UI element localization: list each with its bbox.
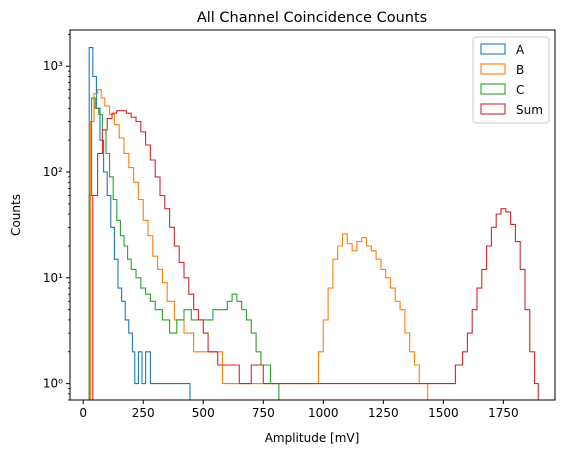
series-c-line	[88, 97, 280, 400]
chart-title: All Channel Coincidence Counts	[197, 10, 427, 26]
y-axis: 10⁰ 10¹ 10² 10³	[43, 33, 70, 401]
x-tick-label: 1000	[308, 406, 339, 420]
legend-label-a: A	[516, 43, 525, 57]
legend-label-b: B	[516, 63, 524, 77]
x-axis: 0 250 500 750 1000 1250 1500 1750	[79, 400, 519, 420]
legend: ABC Sum	[472, 36, 550, 124]
x-tick-label: 750	[252, 406, 275, 420]
x-axis-label: Amplitude [mV]	[265, 431, 360, 445]
legend-label-c: C	[516, 83, 524, 97]
legend-swatch-c	[480, 83, 506, 95]
legend-swatch-sum	[480, 103, 506, 115]
y-tick-label: 10¹	[43, 271, 63, 285]
y-axis-label: Counts	[9, 194, 23, 236]
x-tick-label: 1750	[488, 406, 519, 420]
series-a-line	[88, 47, 191, 400]
x-tick-label: 1500	[428, 406, 459, 420]
x-tick-label: 500	[192, 406, 215, 420]
y-tick-label: 10⁰	[43, 377, 63, 391]
x-tick-label: 0	[79, 406, 87, 420]
y-tick-label: 10³	[43, 59, 63, 73]
legend-label-sum: Sum	[516, 103, 543, 117]
legend-box	[472, 36, 550, 124]
x-tick-label: 250	[132, 406, 155, 420]
plot-area-frame	[69, 29, 556, 401]
series-layer	[88, 47, 539, 400]
x-tick-label: 1250	[368, 406, 399, 420]
series-sum-line	[92, 110, 539, 400]
legend-swatch-a	[480, 43, 506, 55]
y-tick-label: 10²	[43, 165, 63, 179]
legend-swatch-b	[480, 63, 506, 75]
